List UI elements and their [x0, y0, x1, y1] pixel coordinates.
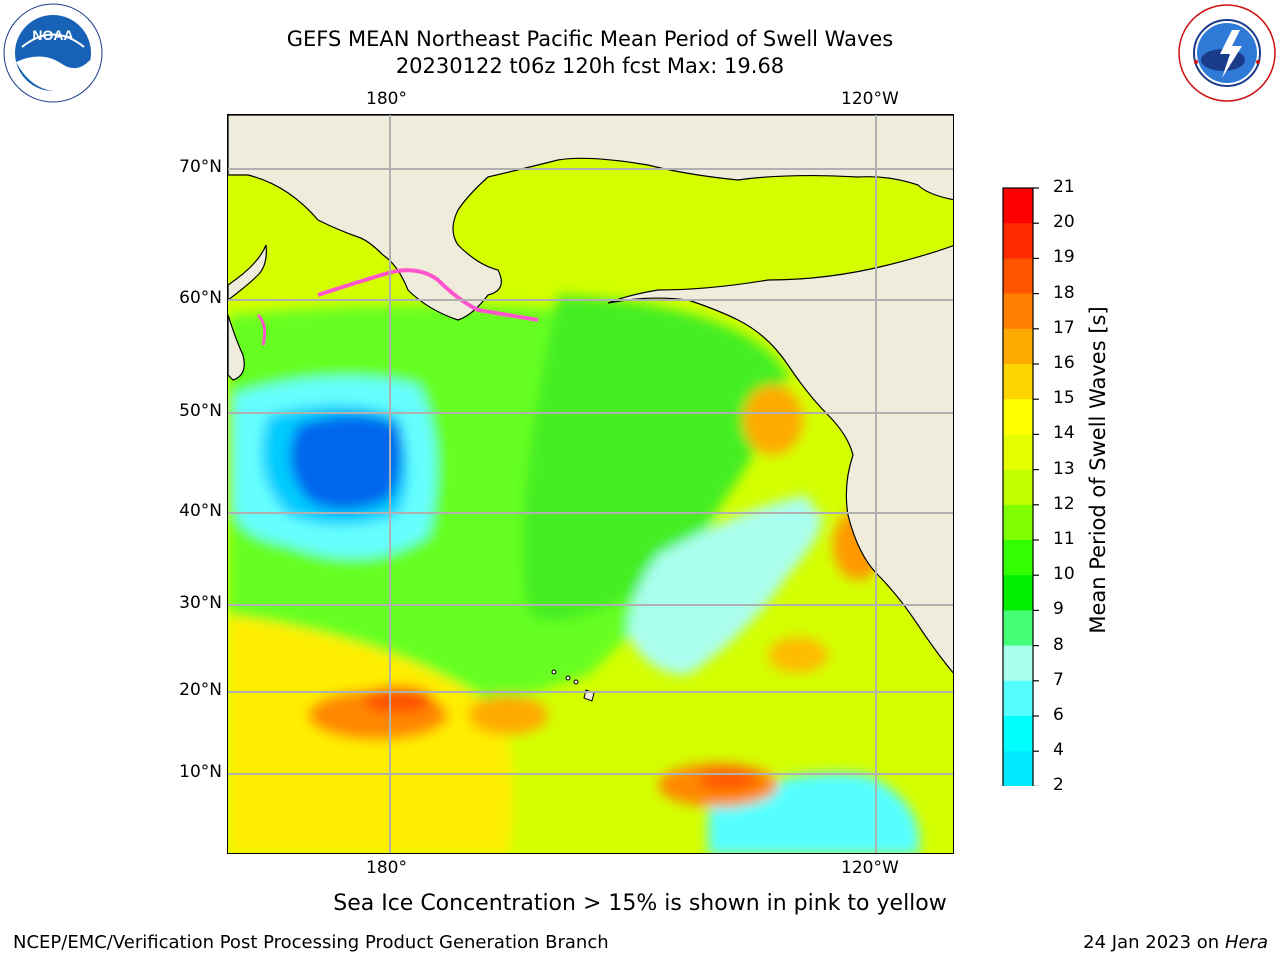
- colorbar-segment: [1003, 645, 1033, 682]
- colorbar-segment: [1003, 293, 1033, 330]
- colorbar-tick-label: 6: [1053, 705, 1064, 725]
- lon-label-top-180: 180°: [366, 89, 407, 109]
- svg-text:NOAA: NOAA: [32, 27, 73, 43]
- chart-title: GEFS MEAN Northeast Pacific Mean Period …: [286, 27, 894, 51]
- lat-label-20n: 20°N: [179, 680, 222, 700]
- colorbar-segment: [1003, 680, 1033, 717]
- colorbar-segment: [1003, 399, 1033, 435]
- colorbar-segment: [1003, 188, 1033, 224]
- sea-ice-note: Sea Ice Concentration > 15% is shown in …: [333, 891, 947, 916]
- colorbar-tick-label: 21: [1053, 177, 1075, 197]
- lat-label-40n: 40°N: [179, 501, 222, 521]
- lat-label-50n: 50°N: [179, 401, 222, 421]
- colorbar-tick-label: 13: [1053, 458, 1075, 479]
- colorbar-segment: [1003, 575, 1033, 611]
- colorbar-segment: [1003, 504, 1033, 541]
- colorbar-segment: [1003, 610, 1033, 647]
- lon-label-bottom-120w: 120°W: [841, 858, 899, 878]
- colorbar-segment: [1003, 751, 1033, 787]
- lat-label-10n: 10°N: [179, 762, 222, 782]
- colorbar-segment: [1003, 540, 1033, 576]
- lat-label-30n: 30°N: [179, 593, 222, 613]
- colorbar-segment: [1003, 716, 1033, 752]
- chart-subtitle: 20230122 t06z 120h fcst Max: 19.68: [395, 54, 785, 78]
- colorbar-tick-label: 9: [1053, 599, 1064, 620]
- colorbar-segment: [1003, 469, 1033, 506]
- lat-label-70n: 70°N: [179, 157, 222, 177]
- noaa-logo: NOAA: [2, 2, 104, 104]
- lon-label-top-120w: 120°W: [841, 89, 899, 109]
- colorbar-tick-label: 8: [1053, 634, 1064, 655]
- footer-credit: NCEP/EMC/Verification Post Processing Pr…: [13, 932, 609, 953]
- map-panel: [227, 114, 954, 854]
- colorbar-tick-label: 15: [1053, 388, 1075, 409]
- colorbar-segment: [1003, 258, 1033, 295]
- colorbar-tick-label: 2: [1053, 775, 1064, 796]
- colorbar-tick-label: 10: [1053, 564, 1075, 585]
- colorbar-tick-label: 14: [1053, 423, 1075, 444]
- colorbar-tick-label: 11: [1053, 529, 1075, 549]
- colorbar-segment: [1003, 223, 1033, 259]
- colorbar-tick-label: 20: [1053, 212, 1075, 233]
- colorbar-tick-label: 4: [1053, 740, 1064, 761]
- colorbar: [1000, 186, 1050, 851]
- nws-logo: [1176, 2, 1278, 104]
- footer-host: Hera: [1224, 932, 1268, 953]
- colorbar-segment: [1003, 328, 1033, 365]
- colorbar-tick-label: 16: [1053, 353, 1075, 373]
- lat-label-60n: 60°N: [179, 288, 222, 308]
- colorbar-tick-label: 17: [1053, 317, 1075, 338]
- lon-label-bottom-180: 180°: [366, 858, 407, 878]
- colorbar-tick-label: 19: [1053, 247, 1075, 268]
- colorbar-tick-label: 12: [1053, 493, 1075, 514]
- colorbar-segment: [1003, 364, 1033, 400]
- colorbar-tick-label: 18: [1053, 282, 1075, 303]
- footer-date: 24 Jan 2023 on Hera: [1083, 932, 1268, 953]
- colorbar-title: Mean Period of Swell Waves [s]: [1086, 306, 1110, 634]
- colorbar-segment: [1003, 434, 1033, 471]
- colorbar-tick-label: 7: [1053, 669, 1064, 690]
